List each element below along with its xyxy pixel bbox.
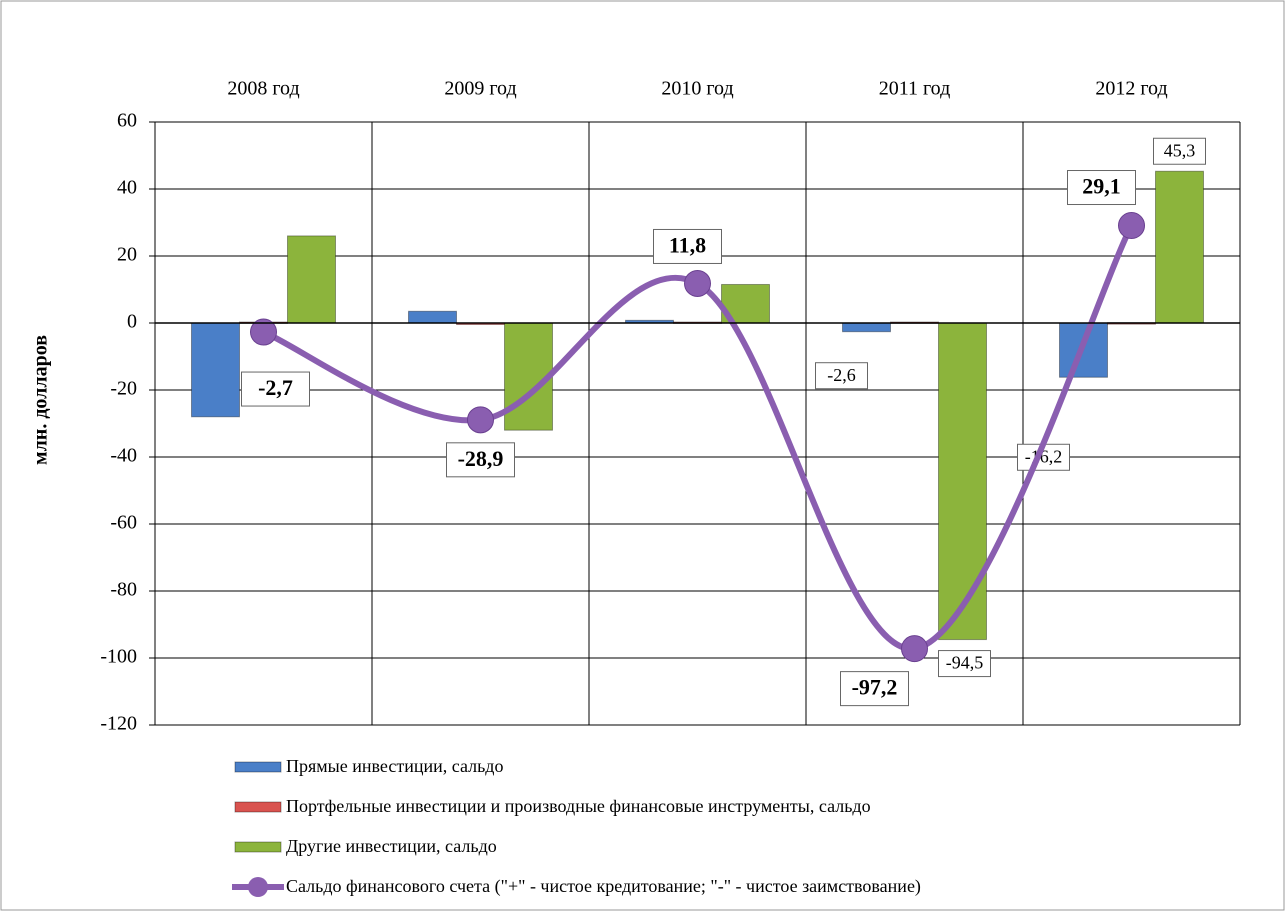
y-tick-label: -40 [110, 445, 137, 467]
y-tick-label: -80 [110, 579, 137, 601]
legend-label: Портфельные инвестиции и производные фин… [286, 796, 871, 816]
legend-swatch [234, 801, 282, 813]
marker [684, 269, 711, 297]
x-tick-label: 2008 год [227, 78, 299, 100]
y-tick-label: -100 [100, 646, 137, 668]
bar [938, 322, 987, 641]
y-tick-label: 0 [127, 311, 137, 333]
data-label: 11,8 [669, 233, 706, 258]
data-label: -94,5 [946, 653, 984, 673]
y-axis-label: млн. долларов [30, 335, 52, 465]
data-label: -2,6 [827, 365, 856, 385]
data-label: -97,2 [852, 675, 898, 700]
data-label-box [1067, 170, 1136, 206]
legend-label: Сальдо финансового счета ("+" - чистое к… [286, 876, 921, 897]
x-tick-label: 2011 год [879, 78, 951, 100]
marker [901, 635, 928, 663]
y-tick-label: 40 [117, 177, 137, 199]
bar [191, 322, 240, 418]
data-label: 29,1 [1082, 174, 1121, 199]
data-label-box [1153, 137, 1206, 165]
y-tick-label: 60 [117, 110, 137, 132]
data-label-box [840, 671, 909, 707]
y-tick-label: -20 [110, 378, 137, 400]
data-label: -28,9 [458, 446, 504, 471]
line [262, 224, 1135, 652]
y-tick-label: -120 [100, 713, 137, 735]
legend-swatch [234, 761, 282, 773]
y-tick-label: -60 [110, 512, 137, 534]
bar [287, 235, 336, 324]
bar [842, 322, 891, 333]
y-tick-label: 20 [117, 244, 137, 266]
data-label-box [938, 650, 991, 678]
data-label: -2,7 [258, 375, 293, 400]
legend-swatch [234, 841, 282, 853]
marker [1118, 212, 1145, 240]
x-tick-label: 2010 год [661, 78, 733, 100]
data-label: 45,3 [1164, 140, 1196, 160]
marker [467, 406, 494, 434]
legend-label: Прямые инвестиции, сальдо [286, 756, 503, 776]
data-label-box [815, 362, 868, 390]
data-label-box [446, 442, 515, 478]
x-tick-label: 2009 год [444, 78, 516, 100]
marker [250, 318, 277, 346]
bar [408, 310, 457, 324]
bar [1155, 170, 1204, 324]
data-label-box [653, 228, 722, 264]
data-label-box [241, 371, 310, 407]
legend-label: Другие инвестиции, сальдо [286, 836, 497, 856]
x-tick-label: 2012 год [1095, 78, 1167, 100]
legend-swatch [248, 877, 268, 897]
